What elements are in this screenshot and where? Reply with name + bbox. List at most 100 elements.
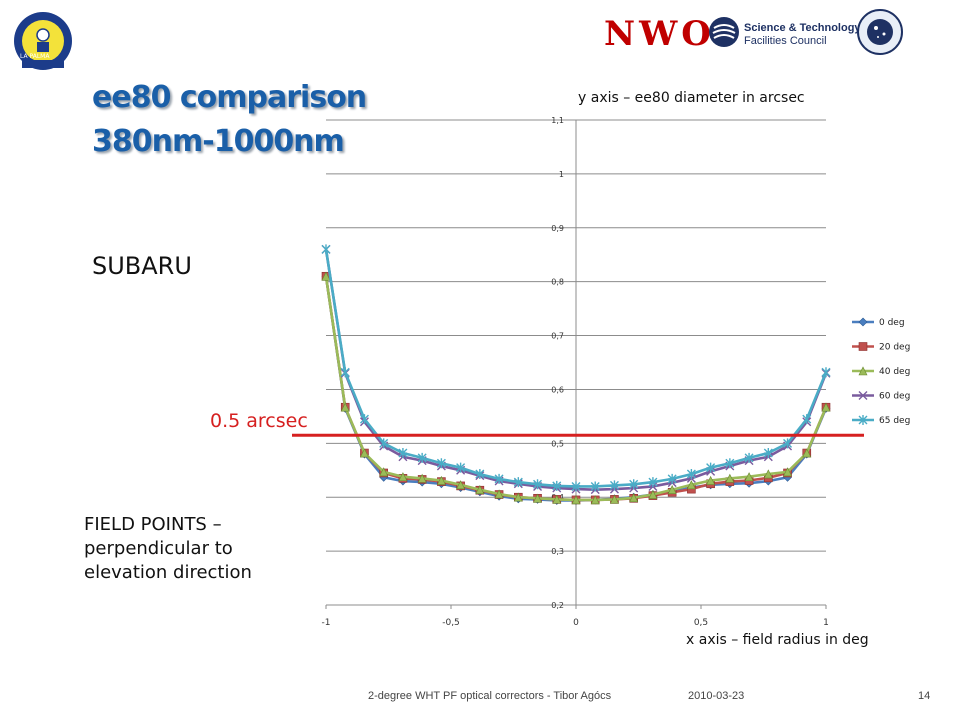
data-point [706, 475, 716, 485]
data-point [802, 414, 812, 425]
data-point [436, 475, 446, 485]
data-point [821, 367, 831, 378]
field-points-line3: elevation direction [84, 562, 252, 583]
data-point [571, 481, 581, 492]
field-points-line1: FIELD POINTS – [84, 514, 222, 535]
data-point [398, 448, 408, 459]
stfc-line2: Facilities Council [744, 35, 827, 47]
chart-legend: 0 deg 20 deg 40 deg 60 deg 65 deg [852, 317, 910, 426]
legend-swatch-marker [858, 415, 868, 425]
legend-swatch-marker [858, 366, 868, 376]
data-point [686, 469, 696, 480]
data-point [321, 271, 331, 281]
data-point [763, 469, 773, 479]
data-point [340, 367, 350, 378]
nwo-logo: NWO [604, 14, 715, 54]
data-point [648, 489, 658, 499]
legend-label: 65 deg [879, 416, 910, 426]
data-point [783, 438, 793, 449]
data-point [417, 452, 427, 463]
y-tick-label: 0,5 [551, 439, 564, 448]
data-point [513, 477, 523, 488]
data-point [436, 458, 446, 469]
footer-text: 2-degree WHT PF optical correctors - Tib… [368, 690, 612, 702]
stfc-logo-icon [709, 17, 739, 47]
legend-swatch-marker [858, 391, 868, 400]
axis-layer: 0,20,30,40,50,60,70,80,911,1-1-0,500,51 [322, 116, 829, 628]
data-point [552, 480, 562, 491]
data-point [571, 495, 581, 505]
data-point [321, 244, 331, 255]
y-tick-label: 0,7 [551, 332, 564, 341]
threshold-label: 0.5 arcsec [210, 410, 308, 432]
page-number: 14 [918, 690, 931, 702]
x-tick-label: -1 [322, 618, 331, 628]
data-point [494, 473, 504, 484]
data-point [379, 467, 389, 477]
data-point [340, 402, 350, 412]
ing-logo [14, 12, 72, 70]
data-point [609, 480, 619, 491]
data-point [456, 480, 466, 490]
data-point [513, 492, 523, 502]
data-point [590, 495, 600, 505]
data-point [417, 473, 427, 483]
data-point [667, 485, 677, 494]
data-point [494, 489, 504, 499]
data-point [609, 494, 619, 504]
field-points-line2: perpendicular to [84, 538, 233, 559]
series-40-deg [321, 271, 831, 505]
legend-label: 20 deg [879, 343, 910, 353]
data-point [802, 448, 812, 458]
data-point [648, 477, 658, 488]
data-point [725, 473, 735, 483]
telescope-label: SUBARU [92, 252, 192, 280]
series-layer [321, 244, 831, 505]
data-point [783, 467, 793, 477]
data-point [706, 462, 716, 473]
y-tick-label: 0,2 [551, 601, 564, 610]
y-tick-label: 0,9 [551, 224, 564, 233]
x-axis-note: x axis – field radius in deg [686, 632, 869, 648]
data-point [379, 438, 389, 449]
legend-label: 0 deg [879, 318, 905, 328]
data-point [359, 448, 369, 458]
x-tick-label: 0 [573, 618, 579, 628]
institute-seal-logo [857, 9, 903, 55]
y-axis-note: y axis – ee80 diameter in arcsec [578, 90, 805, 106]
data-point [821, 402, 831, 412]
data-point [475, 469, 485, 480]
data-point [398, 472, 408, 482]
data-point [744, 472, 754, 482]
series-65-deg [321, 244, 831, 492]
data-point [686, 480, 696, 490]
y-tick-label: 0,6 [551, 385, 564, 394]
y-tick-label: 1 [559, 170, 564, 179]
x-tick-label: 1 [823, 618, 829, 628]
y-tick-label: 0,3 [551, 547, 564, 556]
y-tick-label: 0,8 [551, 278, 564, 287]
stfc-line1: Science & Technology [744, 22, 861, 34]
stfc-logo-text: Science & Technology Facilities Council [744, 22, 861, 48]
data-point [552, 494, 562, 504]
data-point [725, 458, 735, 469]
legend-label: 40 deg [879, 367, 910, 377]
y-tick-label: 1,1 [551, 116, 564, 125]
legend-label: 60 deg [879, 392, 910, 402]
data-point [359, 414, 369, 425]
data-point [744, 452, 754, 463]
data-point [456, 462, 466, 473]
x-tick-label: 0,5 [694, 618, 708, 628]
data-point [533, 493, 543, 503]
legend-swatch-marker [858, 342, 868, 351]
data-point [629, 493, 639, 503]
legend-swatch-marker [858, 317, 868, 327]
data-point [533, 479, 543, 490]
data-point [763, 448, 773, 459]
footer-date: 2010-03-23 [688, 690, 745, 702]
slide-title-line1: ee80 comparison [92, 80, 367, 115]
data-point [629, 479, 639, 490]
slide-title-line2: 380nm-1000nm [92, 124, 345, 159]
x-tick-label: -0,5 [442, 618, 460, 628]
